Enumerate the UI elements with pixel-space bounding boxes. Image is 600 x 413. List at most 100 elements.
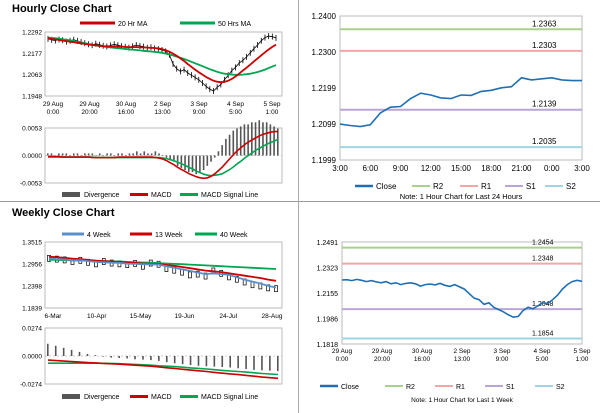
x-tick-label: 0:00 [47, 109, 60, 116]
weekly-macd-chart: 0.0274 0.0000 -0.0274 Divergence MACD MACD Si… [20, 326, 283, 401]
divergence-bar [121, 153, 123, 156]
y-tick-label: 1.2099 [312, 120, 337, 129]
w4-line [48, 257, 277, 289]
divergence-bar [184, 155, 186, 171]
divergence-bar [189, 356, 192, 365]
x-tick-label: 0:00 [336, 356, 349, 363]
x-tick-label: 29 Aug [372, 348, 393, 355]
section-divider [0, 201, 600, 202]
legend-swatch-divergence [62, 192, 80, 197]
x-tick-label: 3:00 [574, 164, 590, 173]
level-label-r2: 1.2454 [532, 240, 554, 247]
divergence-bar [261, 356, 263, 371]
x-tick-label: 15-May [130, 313, 152, 320]
y-tick-label: 1.1948 [22, 94, 42, 101]
legend-label-s1: S1 [526, 182, 536, 191]
x-tick-label: 1:00 [266, 109, 279, 116]
divergence-bar [76, 153, 79, 156]
divergence-bar [102, 356, 105, 357]
divergence-bar [158, 153, 160, 156]
y-tick-label: 1.2177 [22, 51, 42, 58]
divergence-bar [58, 153, 60, 156]
candle [274, 285, 278, 293]
y-tick-label: 1.1986 [317, 317, 339, 324]
divergence-bar [154, 151, 157, 156]
divergence-bar [217, 151, 220, 156]
divergence-bar [245, 356, 247, 370]
weekly-pivot-chart: 1.2491 1.2323 1.2155 1.1986 1.1818 1.2454 1.23… [317, 240, 591, 404]
divergence-bar [221, 356, 224, 368]
divergence-bar [47, 343, 49, 356]
legend-label-50hrs-ma: 50 Hrs MA [218, 21, 251, 28]
legend-label-s2: S2 [556, 384, 565, 391]
divergence-bar [265, 122, 268, 156]
x-tick-label: 9:00 [496, 356, 509, 363]
signal-line [48, 362, 279, 376]
divergence-bar [150, 356, 152, 361]
x-tick-label: 20:00 [374, 356, 391, 363]
legend-label-close: Close [376, 182, 397, 191]
x-tick-label: 6:00 [362, 164, 378, 173]
legend-label-signal: MACD Signal Line [201, 394, 258, 401]
divergence-bar [98, 153, 101, 156]
legend-label-r1: R1 [481, 182, 492, 191]
candle [203, 272, 208, 280]
divergence-bar [113, 155, 116, 157]
divergence-bar [162, 155, 164, 157]
legend-label-r2: R2 [433, 182, 444, 191]
y-tick-label: -0.0053 [20, 181, 42, 188]
chart-note: Note: 1 Hour Chart for Last 1 Week [411, 397, 514, 404]
legend-label-r1: R1 [456, 384, 465, 391]
x-tick-label: 21:00 [511, 164, 532, 173]
divergence-bar [253, 356, 255, 370]
divergence-bar [139, 153, 142, 156]
legend-label-20hr-ma: 20 Hr MA [118, 21, 148, 28]
divergence-bar [199, 155, 201, 173]
divergence-bar [47, 153, 49, 156]
divergence-bar [80, 155, 82, 157]
candle [195, 270, 200, 278]
candle [266, 284, 271, 292]
chart-note: Note: 1 Hour Chart for Last 24 Hours [400, 192, 523, 201]
x-tick-label: 5:00 [536, 356, 549, 363]
divergence-bar [69, 155, 71, 157]
x-tick-label: 10-Apr [87, 313, 107, 320]
hourly-pivot-chart: 1.2400 1.2300 1.2199 1.2099 1.1999 1.2363 1.23… [312, 12, 591, 201]
divergence-bar [229, 356, 232, 368]
x-tick-label: 2 Sep [454, 348, 471, 355]
divergence-bar [228, 134, 231, 156]
y-tick-label: 1.2400 [312, 12, 337, 21]
y-tick-label: 0.0000 [22, 354, 42, 361]
x-tick-label: 3:00 [332, 164, 348, 173]
divergence-bar [181, 356, 184, 365]
legend-label-r2: R2 [406, 384, 415, 391]
hourly-section-title: Hourly Close Chart [12, 3, 112, 15]
hourly-price-chart: 20 Hr MA 50 Hrs MA 1.2292 1.2177 1.2063 1.194… [22, 21, 283, 116]
divergence-bar [239, 126, 242, 156]
y-tick-label: 1.2155 [317, 291, 339, 298]
divergence-bar [269, 124, 272, 156]
y-tick-label: 1.2300 [312, 48, 337, 57]
divergence-bar [124, 155, 127, 157]
x-tick-label: 18:00 [481, 164, 502, 173]
hourly-macd-chart: 0.0053 0.0000 -0.0053 Divergence MACD MACD Si… [20, 120, 283, 199]
legend-label: 40 Week [220, 232, 248, 239]
divergence-bar [169, 155, 172, 160]
y-tick-label: 0.0000 [22, 153, 42, 160]
x-tick-label: 3 Sep [494, 348, 511, 355]
divergence-bar [269, 356, 271, 371]
y-tick-label: 1.2398 [22, 283, 42, 290]
x-tick-label: 15:00 [451, 164, 472, 173]
divergence-bar [206, 155, 209, 166]
divergence-bar [147, 153, 149, 156]
y-tick-label: 1.2323 [317, 265, 339, 272]
legend-label-macd: MACD [151, 192, 172, 199]
divergence-bar [243, 124, 246, 156]
close-line [339, 76, 582, 128]
legend-label-divergence: Divergence [84, 192, 120, 199]
x-tick-label: 4 Sep [227, 101, 244, 108]
x-tick-label: 20:00 [81, 109, 98, 116]
legend-swatch-divergence [62, 394, 80, 399]
x-tick-label: 9:00 [393, 164, 409, 173]
y-tick-label: -0.0274 [20, 382, 42, 389]
